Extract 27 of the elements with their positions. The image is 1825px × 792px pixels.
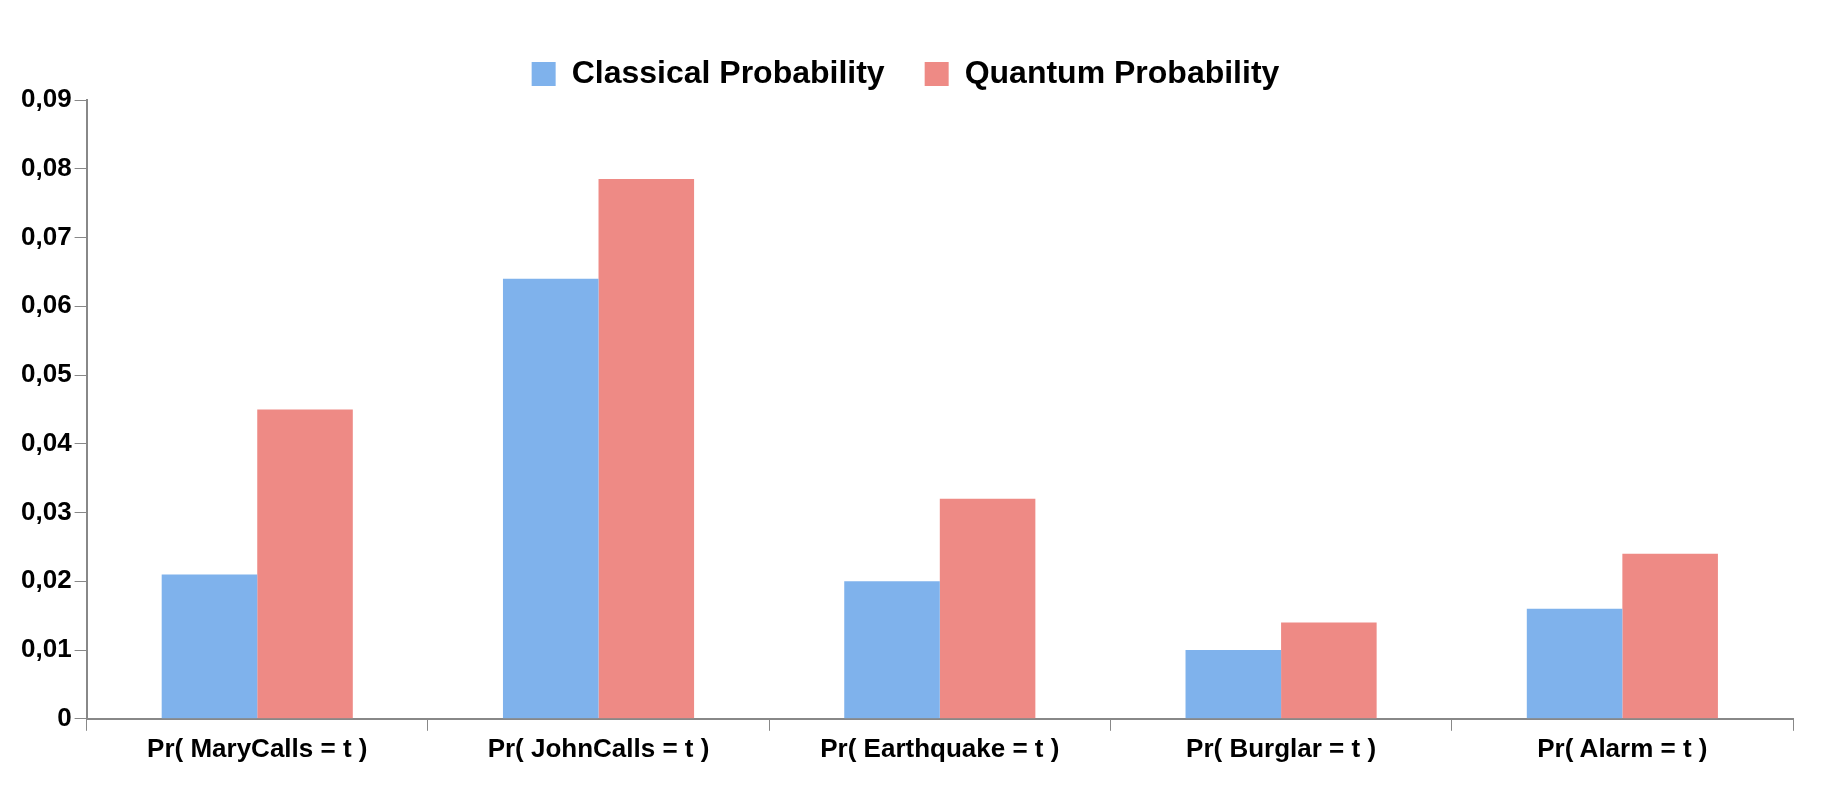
- x-tick-label: Pr( Alarm = t ): [1537, 732, 1708, 763]
- y-tick-label: 0,09: [20, 83, 72, 114]
- bar: [1622, 553, 1718, 719]
- x-tick-label: Pr( JohnCalls = t ): [487, 732, 710, 763]
- x-tick-label: Pr( Burglar = t ): [1186, 732, 1377, 763]
- y-tick-label: 0,05: [20, 358, 72, 389]
- bar: [1526, 608, 1623, 719]
- x-tick-label: Pr( Earthquake = t ): [820, 732, 1060, 763]
- y-tick-label: 0: [57, 701, 72, 732]
- y-tick-label: 0,01: [20, 633, 72, 664]
- y-tick-label: 0,04: [20, 426, 73, 457]
- bar: [161, 574, 258, 719]
- bar: [502, 278, 599, 719]
- bar: [939, 498, 1036, 719]
- y-tick-label: 0,02: [20, 564, 72, 595]
- y-tick-label: 0,07: [20, 220, 72, 251]
- bar: [1185, 650, 1282, 719]
- y-tick-label: 0,03: [20, 495, 72, 526]
- y-tick-label: 0,06: [20, 289, 72, 320]
- bar: [1281, 622, 1377, 719]
- bar: [598, 179, 695, 719]
- legend-label: Quantum Probability: [964, 53, 1280, 90]
- x-tick-label: Pr( MaryCalls = t ): [147, 732, 368, 763]
- legend-label: Classical Probability: [571, 53, 885, 90]
- bar: [257, 409, 353, 719]
- bar: [844, 581, 940, 719]
- y-tick-label: 0,08: [20, 151, 72, 182]
